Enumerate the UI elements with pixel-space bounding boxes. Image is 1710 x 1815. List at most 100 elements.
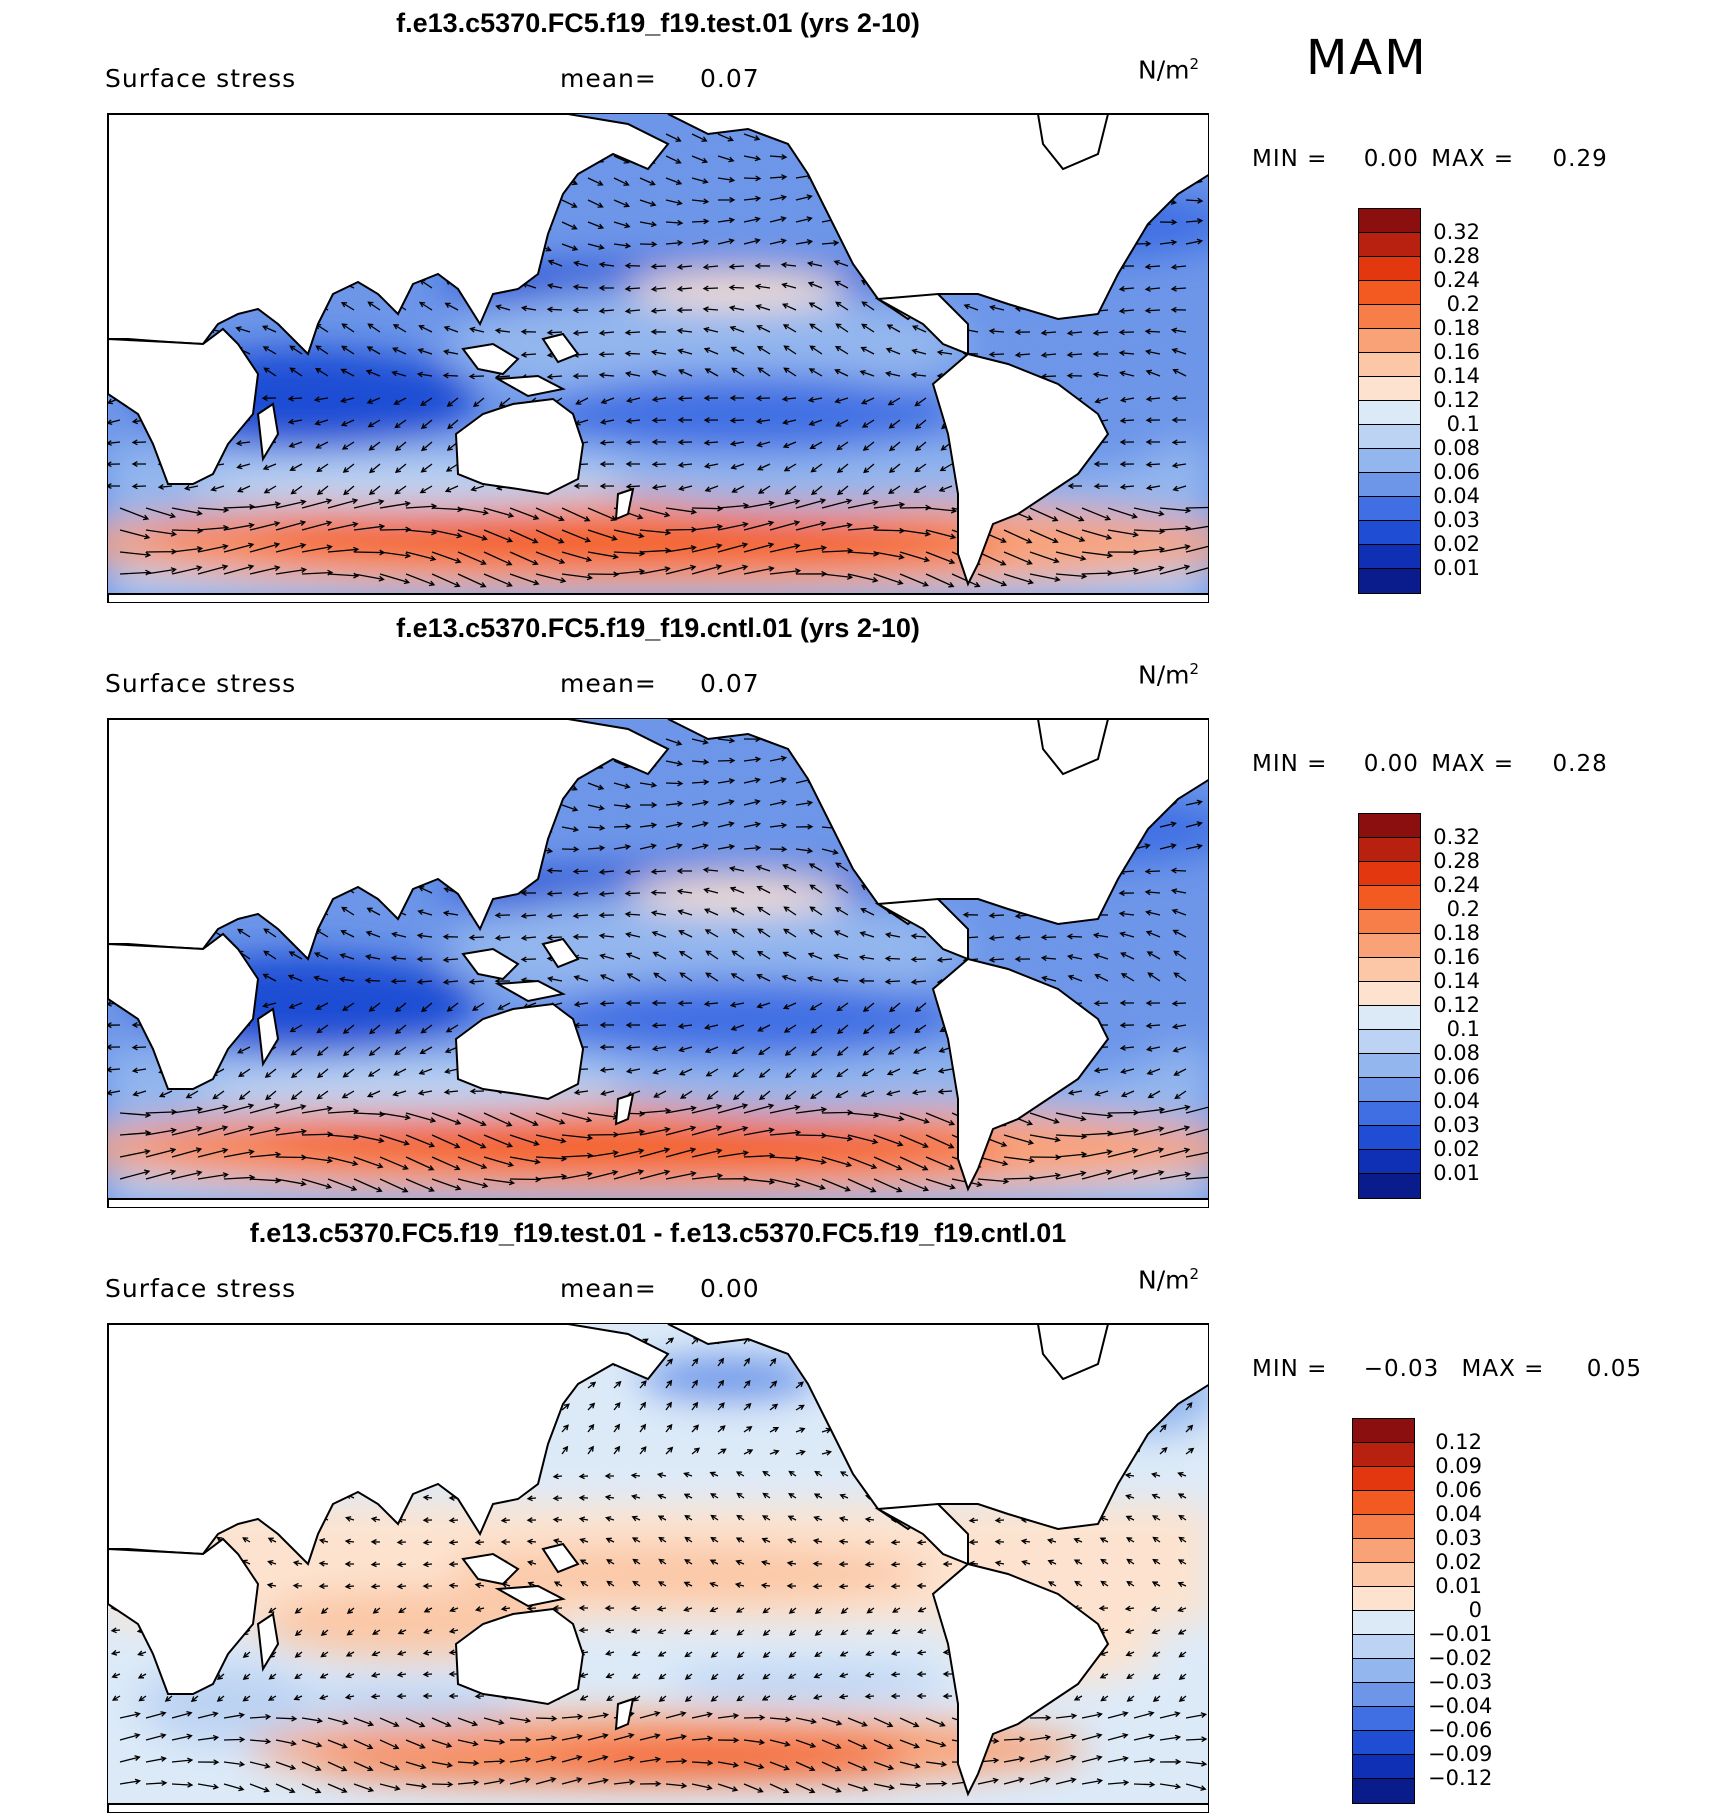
vector-arrow bbox=[761, 1515, 771, 1521]
vector-arrow bbox=[847, 1739, 868, 1750]
vector-arrow bbox=[743, 799, 761, 806]
vector-arrow bbox=[1185, 1424, 1194, 1433]
vector-arrow bbox=[769, 1739, 791, 1747]
colorbar-tick-label: 0.2 bbox=[1446, 897, 1480, 921]
vector-arrow bbox=[769, 822, 788, 829]
vector-arrow bbox=[301, 1717, 324, 1724]
vector-arrow bbox=[769, 174, 788, 181]
vector-arrow bbox=[613, 199, 630, 208]
vector-arrow bbox=[552, 1473, 563, 1480]
vector-arrow bbox=[366, 1090, 381, 1098]
vector-arrow bbox=[913, 1046, 927, 1054]
vector-arrow bbox=[653, 1090, 667, 1098]
vector-arrow bbox=[665, 1401, 672, 1411]
vector-arrow bbox=[705, 972, 719, 982]
vector-arrow bbox=[762, 1629, 771, 1636]
vector-arrow bbox=[839, 1651, 849, 1657]
vector-arrow bbox=[341, 906, 355, 916]
vector-arrow bbox=[795, 1449, 806, 1456]
vector-arrow bbox=[709, 1606, 719, 1613]
vector-arrow bbox=[500, 1517, 511, 1524]
vector-arrow bbox=[1133, 1781, 1156, 1788]
vector-arrow bbox=[197, 1147, 229, 1158]
vector-arrow bbox=[1119, 439, 1135, 446]
vector-arrow bbox=[757, 367, 771, 377]
vector-arrow bbox=[710, 1536, 719, 1543]
vector-arrow bbox=[1107, 1169, 1139, 1180]
colorbar-tick-label: 0.06 bbox=[1435, 1478, 1482, 1502]
contour-region bbox=[668, 1666, 948, 1702]
vector-arrow bbox=[587, 177, 604, 186]
colorbar-swatch bbox=[1353, 1467, 1414, 1491]
vector-arrow bbox=[795, 1739, 817, 1749]
vector-arrow bbox=[703, 1000, 719, 1007]
land-mass bbox=[1036, 1324, 1110, 1381]
variable-label: Surface stress bbox=[105, 64, 297, 93]
vector-arrow bbox=[561, 1713, 584, 1720]
colorbar-swatch bbox=[1353, 1491, 1414, 1515]
vector-arrow bbox=[1093, 1000, 1109, 1007]
vector-arrow bbox=[808, 368, 823, 377]
vector-arrow bbox=[784, 1046, 797, 1056]
vector-arrow bbox=[899, 1761, 921, 1769]
vector-arrow bbox=[743, 1714, 766, 1721]
vector-arrow bbox=[743, 542, 775, 553]
vector-arrow bbox=[606, 1580, 615, 1587]
vector-arrow bbox=[769, 1716, 792, 1723]
vector-arrow bbox=[838, 1693, 849, 1700]
vector-arrow bbox=[164, 1695, 173, 1702]
units-label: N/m2 bbox=[1138, 55, 1200, 85]
vector-arrow bbox=[736, 1492, 745, 1499]
vector-arrow bbox=[873, 573, 904, 586]
vector-arrow bbox=[873, 1739, 894, 1750]
vector-arrow bbox=[677, 395, 693, 402]
vector-arrow bbox=[604, 1627, 615, 1634]
vector-arrow bbox=[379, 573, 411, 585]
vector-arrow bbox=[171, 507, 203, 516]
vector-arrow bbox=[888, 485, 901, 494]
vector-arrow bbox=[1055, 1151, 1088, 1158]
vector-arrow bbox=[639, 1733, 661, 1741]
vector-arrow bbox=[624, 262, 641, 269]
vector-arrow bbox=[834, 907, 849, 916]
vector-arrow bbox=[342, 1068, 355, 1078]
vector-arrow bbox=[418, 1068, 433, 1075]
vector-arrow bbox=[860, 346, 875, 355]
vector-arrow bbox=[743, 500, 775, 509]
panel-title: f.e13.c5370.FC5.f19_f19.test.01 (yrs 2-1… bbox=[396, 8, 920, 38]
land-mass bbox=[108, 932, 260, 1090]
vector-arrow bbox=[1040, 352, 1057, 358]
vector-arrow bbox=[587, 824, 606, 831]
vector-arrow bbox=[717, 821, 735, 828]
vector-arrow bbox=[119, 1711, 141, 1719]
vector-arrow bbox=[420, 397, 433, 406]
vector-arrow bbox=[1093, 483, 1109, 490]
vector-arrow bbox=[968, 1517, 979, 1524]
vector-arrow bbox=[396, 1583, 407, 1590]
vector-arrow bbox=[665, 564, 697, 575]
colorbar-tick-label: 0.1 bbox=[1446, 412, 1480, 436]
vector-arrow bbox=[1055, 1713, 1078, 1720]
vector-arrow bbox=[572, 933, 589, 940]
vector-arrow bbox=[899, 504, 932, 511]
vector-arrow bbox=[197, 1125, 229, 1136]
vector-arrow bbox=[886, 324, 901, 333]
vector-arrow bbox=[754, 283, 771, 290]
variable-label: Surface stress bbox=[105, 1274, 297, 1303]
vector-arrow bbox=[761, 1537, 771, 1544]
vector-arrow bbox=[345, 1651, 355, 1657]
vector-arrow bbox=[216, 1695, 225, 1702]
vector-arrow bbox=[795, 1427, 806, 1433]
vector-arrow bbox=[925, 1761, 948, 1768]
vector-arrow bbox=[397, 1629, 407, 1635]
vector-arrow bbox=[988, 956, 1005, 963]
vector-arrow bbox=[651, 439, 666, 445]
vector-arrow bbox=[812, 1538, 823, 1545]
vector-arrow bbox=[405, 551, 437, 562]
land-mass bbox=[108, 1537, 260, 1695]
vector-arrow bbox=[814, 1651, 823, 1658]
colorbar-swatch bbox=[1353, 1731, 1414, 1755]
vector-arrow bbox=[1170, 327, 1187, 334]
vector-arrow bbox=[1066, 954, 1083, 960]
vector-arrow bbox=[108, 419, 121, 426]
